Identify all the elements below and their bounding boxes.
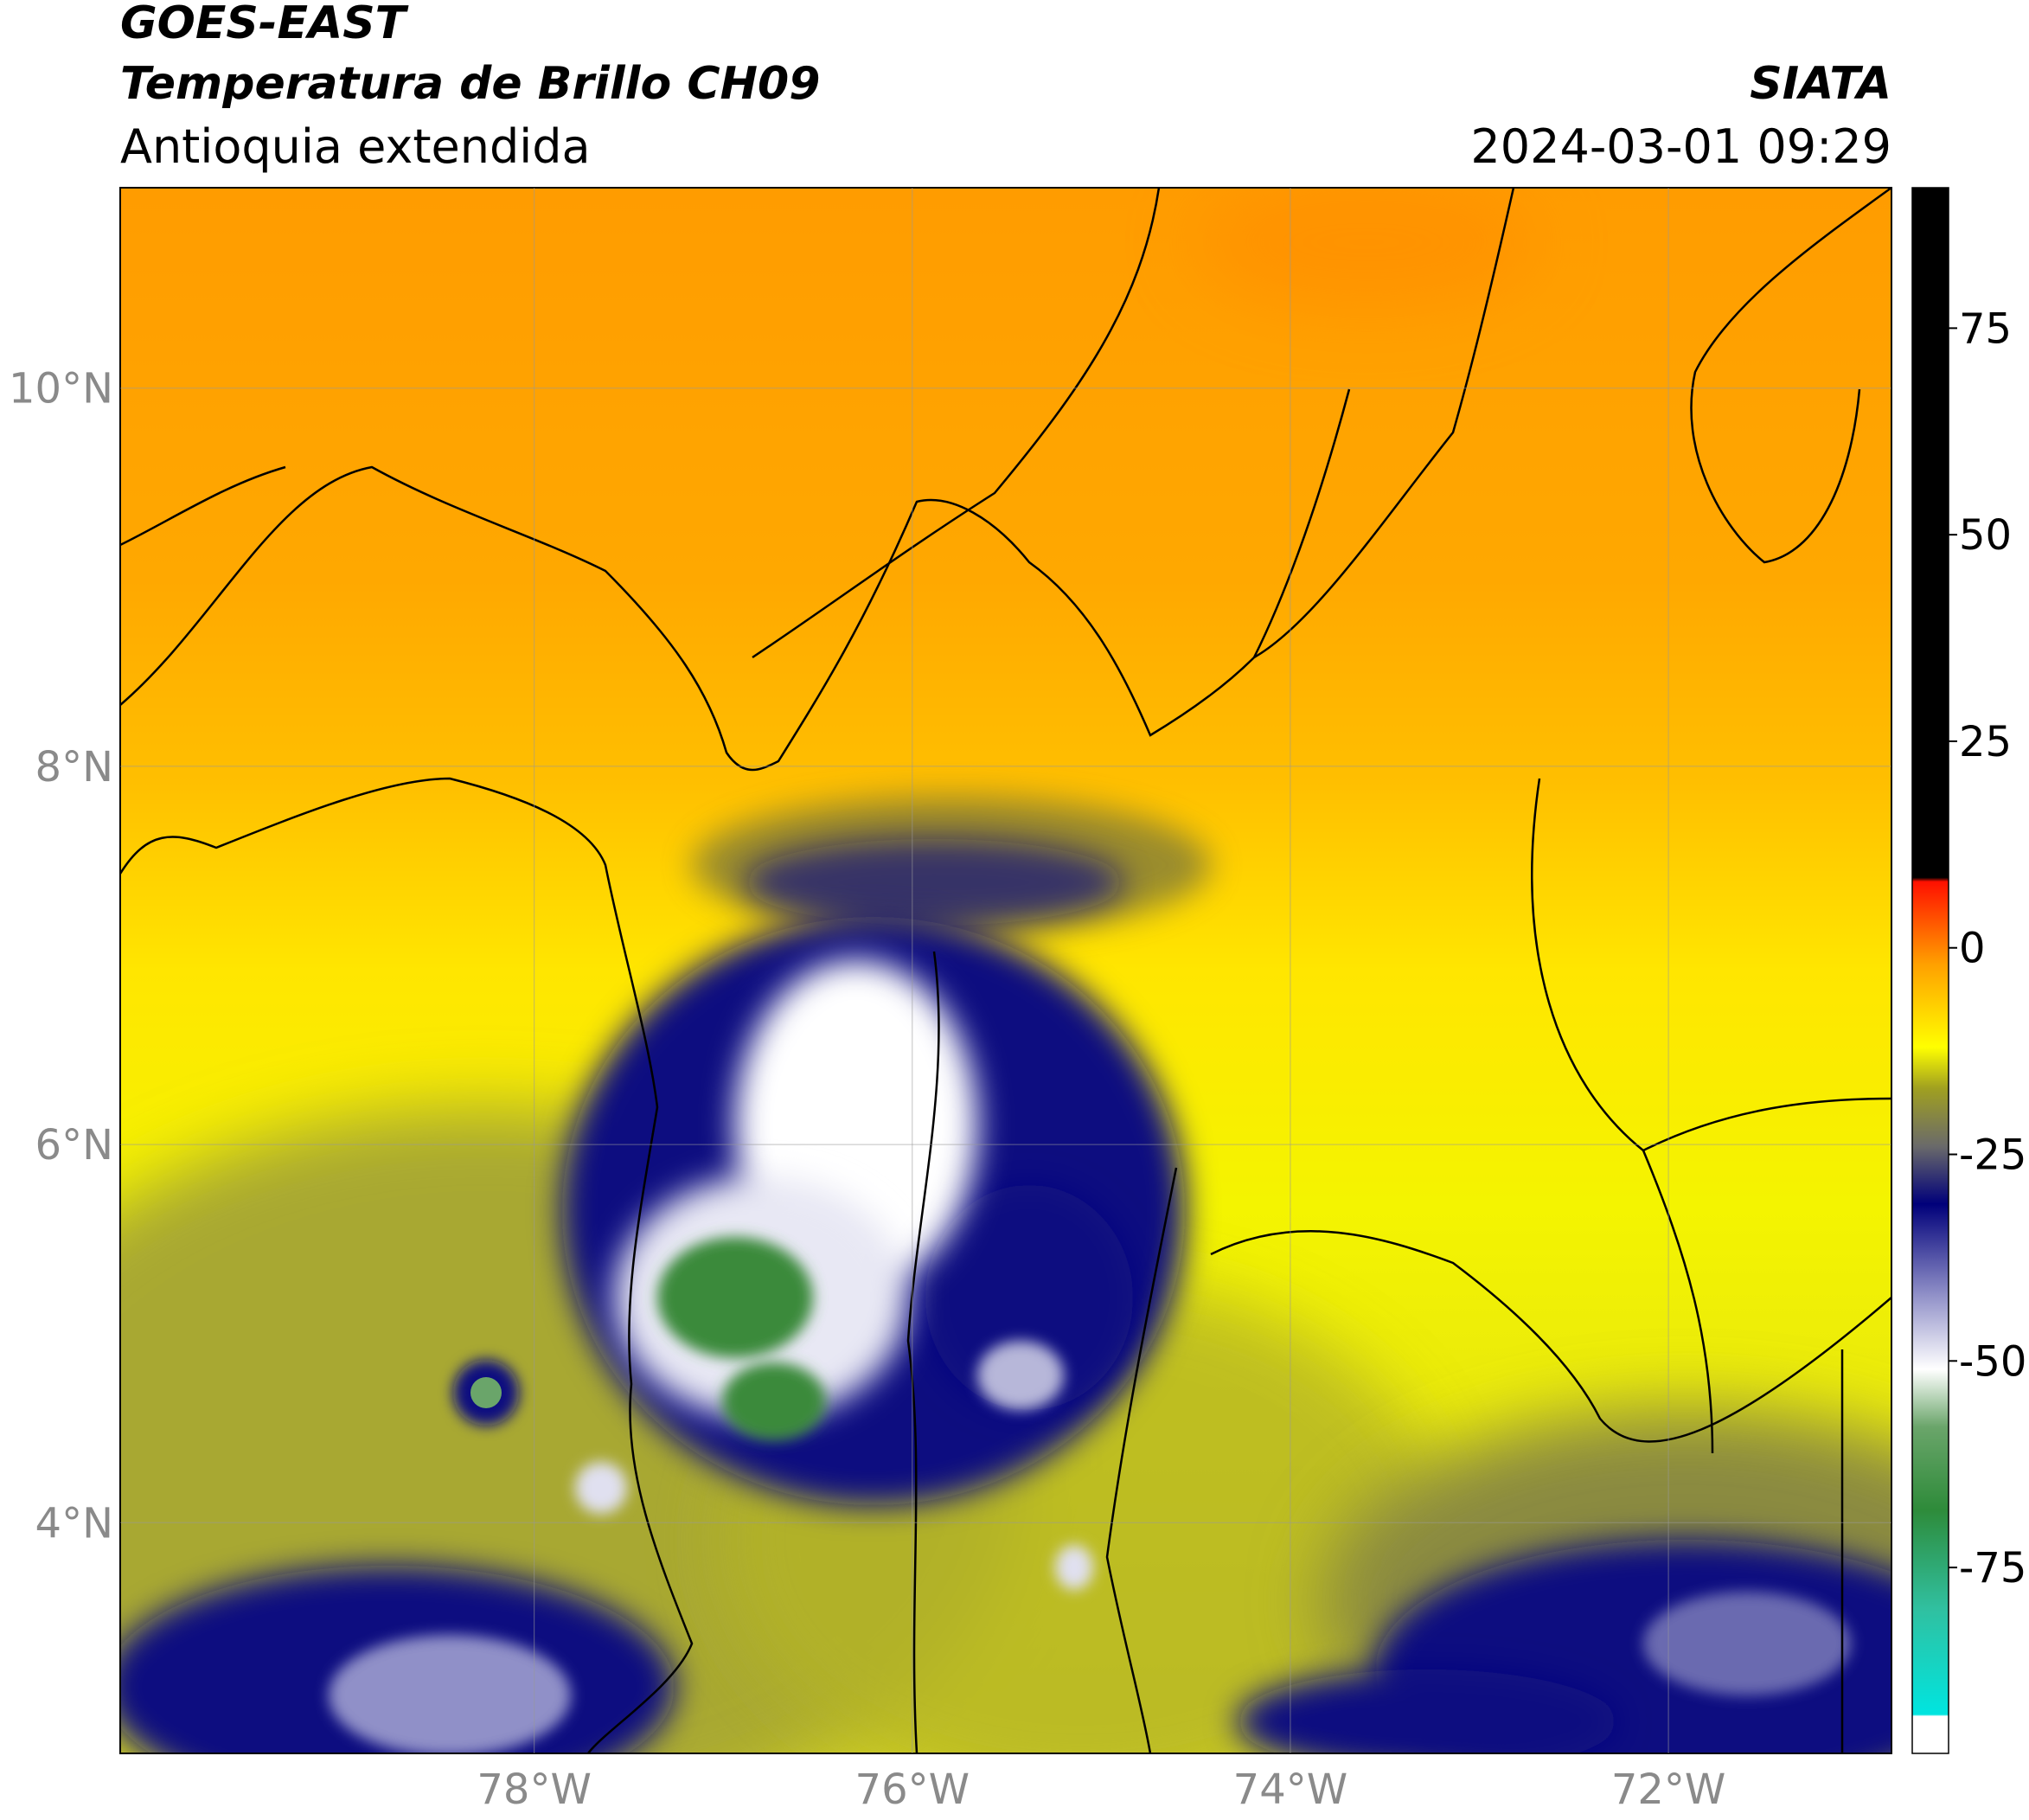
colorbar <box>1911 187 1949 1754</box>
y-tick-label: 10°N <box>9 365 113 413</box>
date: 2024-03-01 09:29 <box>1470 119 1891 174</box>
colorbar-tick-label: 0 <box>1959 925 1986 973</box>
x-tick-label: 72°W <box>1611 1766 1726 1814</box>
colorbar-tick-label: 75 <box>1959 304 2012 353</box>
source: SIATA <box>1750 58 1891 110</box>
colorbar-tick-label: -25 <box>1959 1131 2026 1180</box>
x-tick-label: 74°W <box>1233 1766 1348 1814</box>
map-frame <box>119 187 1892 1754</box>
subtitle: Antioquia extendida <box>120 119 591 174</box>
borders <box>120 188 1891 1753</box>
satellite-image <box>120 188 1891 1753</box>
colorbar-tick-label: 25 <box>1959 718 2012 766</box>
x-tick-label: 76°W <box>855 1766 970 1814</box>
title-line: Temperatura de Brillo CH09 <box>120 58 820 110</box>
y-tick-label: 6°N <box>35 1121 113 1170</box>
title-line: GOES-EAST <box>120 0 409 49</box>
x-tick-label: 78°W <box>477 1766 592 1814</box>
colorbar-tick-label: -50 <box>1959 1337 2026 1386</box>
colorbar-tick-label: 50 <box>1959 511 2012 560</box>
colorbar-tick-label: -75 <box>1959 1544 2026 1592</box>
y-tick-label: 8°N <box>35 743 113 791</box>
y-tick-label: 4°N <box>35 1499 113 1548</box>
